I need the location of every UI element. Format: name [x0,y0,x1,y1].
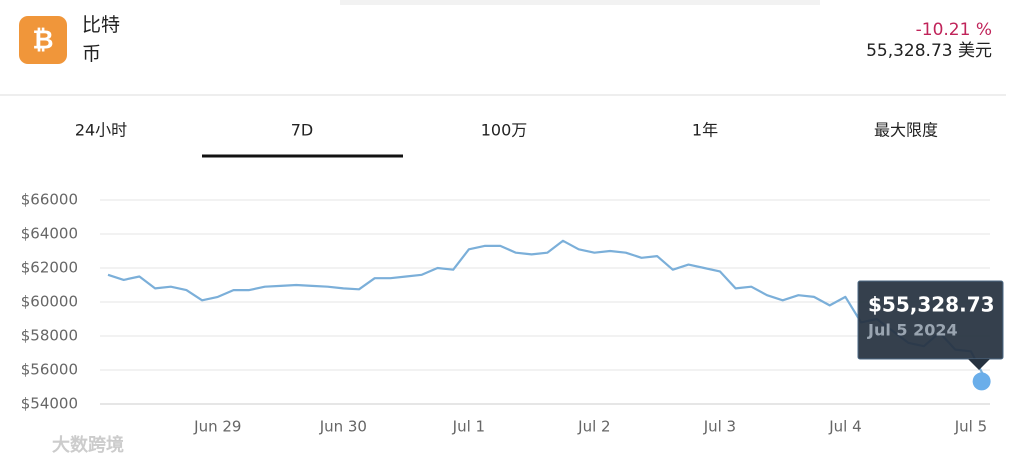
tab[interactable]: 7D [291,121,314,140]
tooltip-pointer [968,359,990,370]
y-tick-label: $66000 [21,191,78,209]
x-tick-label: Jul 4 [828,418,861,436]
coin-icon [19,16,67,64]
y-tick-label: $64000 [21,225,78,243]
x-tick-label: Jul 2 [577,418,610,436]
x-tick-label: Jun 29 [193,418,241,436]
price-change: -10.21 % [916,20,992,40]
coin-name: 比特币 [82,14,120,65]
y-tick-label: $56000 [21,361,78,379]
y-tick-label: $62000 [21,259,78,277]
y-tick-label: $54000 [21,395,78,413]
tab[interactable]: 24小时 [75,121,127,140]
x-tick-label: Jun 30 [319,418,367,436]
x-tick-label: Jul 3 [703,418,736,436]
tab[interactable]: 最大限度 [874,121,938,140]
tooltip-price: $55,328.73 [868,293,995,317]
coin-icon-glyph: ₿ [32,26,53,56]
tooltip-box [857,280,1004,360]
tab[interactable]: 100万 [481,121,528,140]
top-bar [340,0,820,5]
current-point [972,372,991,391]
tooltip-date: Jul 5 2024 [867,321,958,340]
price-line [107,239,988,382]
x-tick-label: Jul 5 [954,418,987,436]
x-tick-label: Jul 1 [452,418,485,436]
watermark: 大数跨境 [52,434,124,456]
tab[interactable]: 1年 [692,121,718,140]
y-tick-label: $60000 [21,293,78,311]
y-tick-label: $58000 [21,327,78,345]
price: 55,328.73 美元 [866,41,992,61]
